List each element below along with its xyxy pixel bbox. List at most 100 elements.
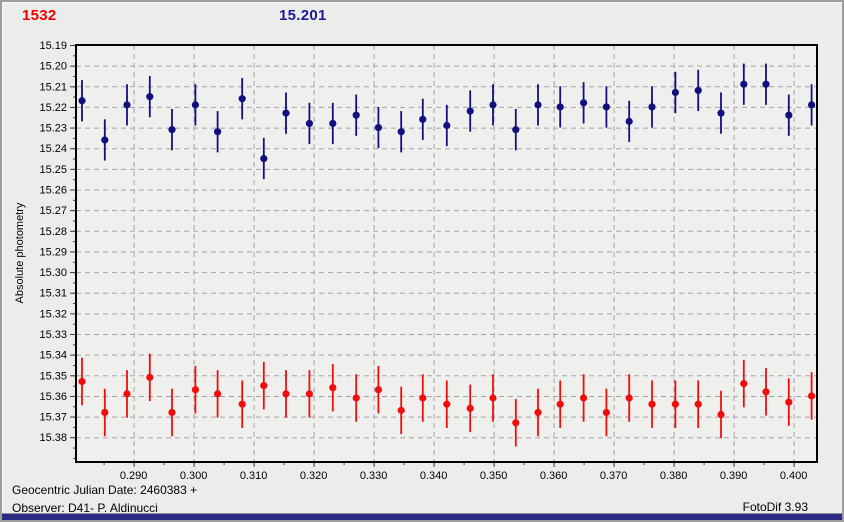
svg-text:0.390: 0.390 — [720, 470, 748, 482]
data-point — [397, 128, 405, 136]
data-point — [282, 390, 290, 398]
svg-text:0.290: 0.290 — [120, 470, 148, 482]
y-tick-labels: 15.19 15.20 15.21 15.22 15.23 15.24 15.25 15.26… — [39, 40, 67, 444]
mean-magnitude-label: 15.201 — [279, 7, 327, 24]
julian-date-label: Geocentric Julian Date: 2460383 + — [12, 483, 198, 497]
data-point — [443, 121, 451, 130]
data-point — [580, 99, 588, 107]
data-point — [466, 107, 474, 115]
data-point — [123, 101, 131, 109]
series-comparison-star — [78, 63, 816, 180]
data-point — [556, 400, 564, 408]
svg-text:15.33: 15.33 — [39, 329, 67, 341]
svg-text:15.29: 15.29 — [39, 246, 67, 258]
data-point — [78, 97, 86, 105]
data-point — [329, 384, 337, 392]
software-version-label: FotoDif 3.93 — [742, 500, 808, 514]
data-point — [329, 119, 337, 128]
data-point — [260, 382, 268, 390]
object-number-label: 1532 — [22, 7, 57, 24]
svg-text:0.400: 0.400 — [780, 470, 808, 482]
data-point — [78, 377, 86, 386]
data-point — [762, 388, 770, 396]
svg-text:15.32: 15.32 — [39, 308, 67, 320]
data-point — [168, 126, 176, 134]
data-point — [305, 119, 313, 128]
svg-text:0.360: 0.360 — [540, 470, 568, 482]
x-tick-labels: 0.290 0.300 0.310 0.320 0.330 0.340 0.350 0.360… — [120, 470, 808, 482]
data-point — [101, 136, 109, 144]
svg-text:15.24: 15.24 — [39, 143, 67, 155]
data-point — [191, 101, 199, 109]
svg-text:15.36: 15.36 — [39, 391, 67, 403]
data-point — [785, 398, 793, 406]
data-point — [785, 111, 793, 119]
svg-text:0.320: 0.320 — [300, 470, 328, 482]
svg-text:15.21: 15.21 — [39, 81, 67, 93]
data-point — [556, 103, 564, 111]
data-point — [489, 101, 497, 109]
svg-text:15.26: 15.26 — [39, 185, 67, 197]
data-point — [671, 400, 680, 408]
svg-text:15.25: 15.25 — [39, 164, 67, 176]
data-point — [740, 80, 748, 88]
data-point — [282, 109, 290, 117]
svg-text:15.27: 15.27 — [39, 205, 67, 217]
plot-frame — [75, 44, 818, 463]
observer-label: Observer: D41- P. Aldinucci — [12, 501, 158, 515]
data-point — [625, 394, 633, 402]
svg-text:0.350: 0.350 — [480, 470, 508, 482]
svg-text:15.35: 15.35 — [39, 370, 67, 382]
data-point — [466, 404, 474, 412]
data-point — [146, 93, 154, 101]
data-point — [648, 400, 656, 408]
data-point — [214, 390, 222, 398]
data-point — [168, 408, 176, 417]
data-point — [512, 419, 520, 427]
svg-text:15.34: 15.34 — [39, 350, 67, 362]
svg-text:15.38: 15.38 — [39, 432, 67, 444]
data-point — [694, 86, 702, 95]
data-point — [260, 154, 268, 163]
svg-text:0.370: 0.370 — [600, 470, 628, 482]
svg-text:15.23: 15.23 — [39, 123, 67, 135]
svg-text:0.330: 0.330 — [360, 470, 388, 482]
data-point — [762, 80, 770, 88]
svg-text:0.300: 0.300 — [180, 470, 208, 482]
data-point — [374, 386, 382, 394]
data-point — [419, 394, 427, 402]
data-point — [648, 103, 656, 111]
data-point — [602, 103, 611, 111]
data-point — [419, 115, 427, 123]
svg-text:15.31: 15.31 — [39, 288, 67, 300]
data-point — [305, 390, 313, 398]
data-point — [717, 109, 725, 117]
data-point — [580, 394, 588, 402]
data-point — [534, 101, 542, 109]
data-point — [191, 386, 199, 394]
svg-text:15.28: 15.28 — [39, 226, 67, 238]
data-point — [374, 123, 382, 132]
data-point — [352, 394, 360, 402]
data-point — [602, 408, 611, 417]
data-point — [808, 101, 816, 109]
svg-text:15.19: 15.19 — [39, 40, 67, 52]
data-point — [352, 111, 360, 119]
data-point — [146, 373, 154, 381]
svg-text:0.380: 0.380 — [660, 470, 688, 482]
data-point — [625, 117, 633, 125]
data-point — [238, 95, 246, 103]
data-point — [512, 126, 520, 134]
data-point — [694, 400, 702, 408]
data-point — [740, 379, 748, 388]
series-target-asteroid — [78, 353, 816, 447]
svg-text:15.37: 15.37 — [39, 412, 67, 424]
svg-text:0.340: 0.340 — [420, 470, 448, 482]
svg-text:15.20: 15.20 — [39, 61, 67, 73]
data-point — [101, 408, 109, 417]
data-point — [214, 128, 222, 136]
data-point — [671, 88, 680, 97]
data-point — [717, 410, 725, 419]
svg-text:0.310: 0.310 — [240, 470, 268, 482]
